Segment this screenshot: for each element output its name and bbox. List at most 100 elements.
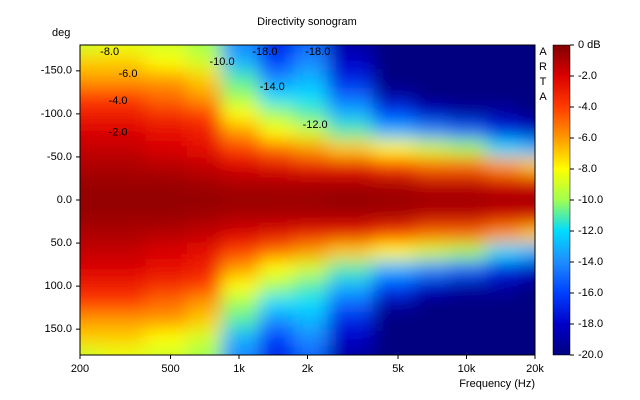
heat-cell (221, 329, 260, 347)
heat-cell (293, 139, 329, 158)
heat-cell (293, 88, 329, 106)
heat-cell (221, 225, 260, 244)
heat-cell (187, 156, 222, 175)
heat-cell (187, 225, 222, 244)
colorbar-tick-label: -18.0 (578, 318, 603, 330)
heat-cell (259, 105, 294, 123)
heat-cell (221, 139, 260, 158)
heat-cell (327, 174, 374, 192)
heat-cell (293, 45, 329, 55)
heat-cell (80, 208, 101, 227)
heat-cell (448, 243, 488, 261)
heat-cell (327, 243, 374, 261)
heat-cell (145, 156, 188, 175)
heat-cell (372, 88, 416, 106)
heat-cell (414, 277, 450, 296)
heat-cell (145, 260, 188, 278)
heat-cell (448, 260, 488, 278)
heat-cell (187, 122, 222, 141)
heat-cell (293, 53, 329, 72)
chart-title: Directivity sonogram (257, 16, 357, 28)
watermark-letter: T (540, 76, 547, 88)
heat-cell (486, 156, 522, 175)
heat-cell (187, 260, 222, 278)
heat-cell (486, 139, 522, 158)
watermark-letter: R (539, 61, 547, 73)
heat-cell (259, 139, 294, 158)
heat-cell (80, 156, 101, 175)
heat-cell (221, 88, 260, 106)
heat-cell (80, 88, 101, 106)
heatmap (80, 45, 535, 355)
colorbar-tick-label: -10.0 (578, 194, 603, 206)
contour-label: -18.0 (305, 46, 330, 58)
contour-label: -6.0 (118, 68, 137, 80)
heat-cell (414, 45, 450, 55)
heat-cell (145, 191, 188, 210)
heat-cell (145, 311, 188, 330)
heat-cell (448, 208, 488, 227)
heat-cell (520, 88, 535, 106)
heat-cell (80, 105, 101, 123)
heat-cell (520, 225, 535, 244)
heat-cell (448, 329, 488, 347)
heat-cell (520, 191, 535, 210)
heat-cell (327, 88, 374, 106)
heat-cell (486, 70, 522, 89)
heat-cell (486, 122, 522, 141)
contour-label: -10.0 (209, 56, 234, 68)
heat-cell (221, 156, 260, 175)
heat-cell (486, 45, 522, 55)
heat-cell (221, 122, 260, 141)
heat-cell (221, 260, 260, 278)
heat-cell (145, 139, 188, 158)
heat-cell (259, 156, 294, 175)
heat-cell (187, 208, 222, 227)
heat-cell (80, 174, 101, 192)
colorbar-tick-label: -8.0 (578, 163, 597, 175)
heat-cell (486, 243, 522, 261)
watermark-letter: A (539, 91, 547, 103)
heat-cell (187, 311, 222, 330)
heat-cell (80, 277, 101, 296)
heat-cell (80, 70, 101, 89)
heat-cell (327, 191, 374, 210)
heat-cell (100, 277, 146, 296)
heat-cell (293, 346, 329, 355)
heat-cell (221, 174, 260, 192)
heat-cell (414, 156, 450, 175)
heat-cell (221, 311, 260, 330)
heat-cell (414, 346, 450, 355)
heat-cell (80, 53, 101, 72)
heat-cell (372, 208, 416, 227)
heat-cell (80, 311, 101, 330)
heat-cell (520, 346, 535, 355)
heat-cell (100, 88, 146, 106)
heat-cell (414, 53, 450, 72)
heat-cell (414, 329, 450, 347)
plot-clip (80, 45, 535, 355)
heat-cell (486, 208, 522, 227)
heat-cell (100, 139, 146, 158)
heat-cell (486, 346, 522, 355)
heat-cell (372, 156, 416, 175)
heat-cell (259, 329, 294, 347)
heat-cell (259, 174, 294, 192)
heat-cell (414, 225, 450, 244)
heat-cell (80, 294, 101, 313)
heat-cell (259, 225, 294, 244)
heat-cell (486, 277, 522, 296)
heat-cell (448, 45, 488, 55)
heat-cell (327, 105, 374, 123)
heat-cell (259, 122, 294, 141)
heat-cell (372, 311, 416, 330)
x-tick-label: 1k (233, 363, 245, 375)
heat-cell (486, 329, 522, 347)
heat-cell (80, 260, 101, 278)
heat-cell (100, 105, 146, 123)
colorbar-tick-label: -16.0 (578, 287, 603, 299)
heat-cell (414, 122, 450, 141)
